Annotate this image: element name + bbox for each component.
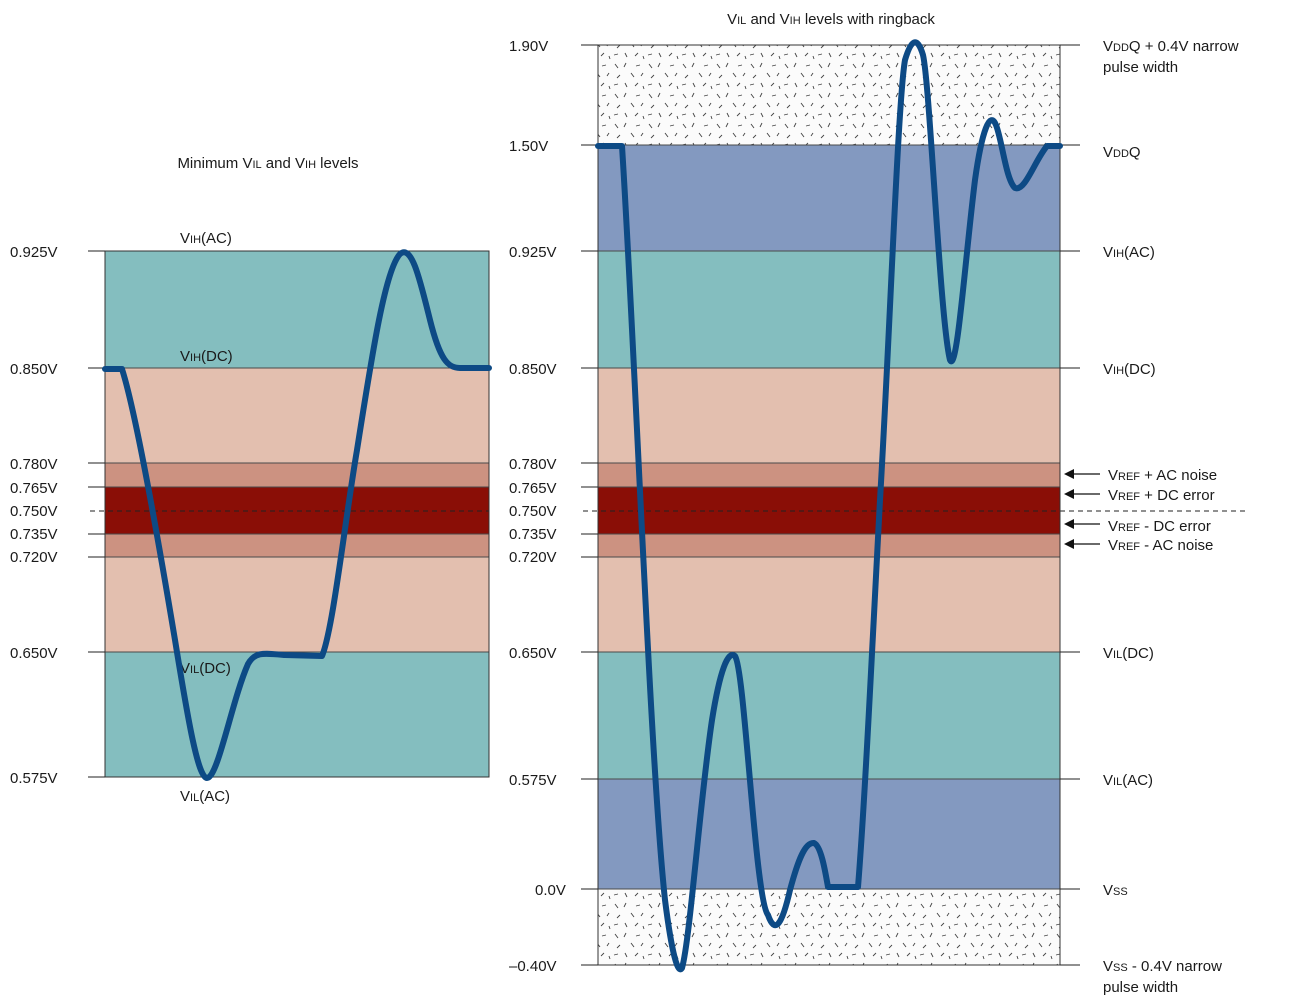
right-axis-labels: 1.90V 1.50V 0.925V 0.850V 0.780V 0.765V … <box>509 38 566 975</box>
right-label-vddq-narrow-line2: pulse width <box>1103 59 1178 76</box>
vref-arrows <box>1064 469 1100 549</box>
right-label-vref-ac-plus: VREF + AC noise <box>1108 467 1217 484</box>
right-band-vih-ac <box>598 251 1060 368</box>
right-label-vil-ac: VIL(AC) <box>1103 772 1153 789</box>
left-label-vil-ac: VIL(AC) <box>180 788 230 805</box>
left-axis-ticks <box>88 250 105 778</box>
left-band-lower-salmon <box>105 534 489 557</box>
right-label-vih-dc: VIH(DC) <box>1103 361 1156 378</box>
left-panel-frame <box>104 250 490 778</box>
left-label-0575: 0.575V <box>10 770 58 787</box>
right-band-vss <box>598 779 1060 889</box>
right-label-0765: 0.765V <box>509 480 557 497</box>
right-panel-title: VIL and VIH levels with ringback <box>727 11 935 28</box>
left-band-vih-ac <box>105 251 489 368</box>
left-axis-labels: 0.925V 0.850V 0.780V 0.765V 0.750V 0.735… <box>10 244 58 787</box>
left-waveform <box>102 249 492 781</box>
right-label-vil-dc: VIL(DC) <box>1103 645 1154 662</box>
right-level-labels: VDDQ + 0.4V narrow pulse width VDDQ VIH(… <box>1103 38 1239 996</box>
right-band-vddq <box>598 145 1060 251</box>
right-label-0750: 0.750V <box>509 503 557 520</box>
left-label-0780: 0.780V <box>10 456 58 473</box>
right-panel: VIL and VIH levels with ringback <box>509 11 1245 996</box>
right-label-neg040: –0.40V <box>509 958 557 975</box>
right-band-vil-ac <box>598 652 1060 779</box>
right-band-lower-salmon <box>598 534 1060 557</box>
right-band-overshoot-texture <box>598 45 1060 145</box>
right-label-000: 0.0V <box>535 882 566 899</box>
left-label-0850: 0.850V <box>10 361 58 378</box>
right-label-0780: 0.780V <box>509 456 557 473</box>
right-label-vref-ac-minus: VREF - AC noise <box>1108 537 1213 554</box>
left-level-labels: VIH(AC) VIH(DC) VIL(DC) VIL(AC) <box>180 230 233 805</box>
left-band-upper-salmon <box>105 463 489 487</box>
left-label-vil-dc: VIL(DC) <box>180 660 231 677</box>
right-label-150: 1.50V <box>509 138 548 155</box>
right-label-0850: 0.850V <box>509 361 557 378</box>
right-panel-frame <box>597 44 1061 966</box>
right-label-0735: 0.735V <box>509 526 557 543</box>
right-band-upper-peach <box>598 368 1060 463</box>
right-label-0925: 0.925V <box>509 244 557 261</box>
right-label-0720: 0.720V <box>509 549 557 566</box>
right-label-190: 1.90V <box>509 38 548 55</box>
right-label-vss-narrow-line2: pulse width <box>1103 979 1178 996</box>
right-band-lower-peach <box>598 557 1060 652</box>
right-band-upper-salmon <box>598 463 1060 487</box>
right-axis-ticks <box>581 44 1080 966</box>
left-label-0650: 0.650V <box>10 645 58 662</box>
right-label-vss-narrow: VSS - 0.4V narrow <box>1103 958 1222 975</box>
left-label-0720: 0.720V <box>10 549 58 566</box>
right-label-vih-ac: VIH(AC) <box>1103 244 1155 261</box>
right-label-vref-dc-minus: VREF - DC error <box>1108 518 1211 535</box>
right-label-0650: 0.650V <box>509 645 557 662</box>
left-band-separators <box>105 367 489 653</box>
left-label-0750: 0.750V <box>10 503 58 520</box>
left-band-vil-ac <box>105 652 489 777</box>
left-panel-title: Minimum VIL and VIH levels <box>177 155 358 172</box>
left-label-0925: 0.925V <box>10 244 58 261</box>
right-waveform <box>595 39 1063 973</box>
left-label-0735: 0.735V <box>10 526 58 543</box>
right-label-vddq-narrow: VDDQ + 0.4V narrow <box>1103 38 1239 55</box>
left-label-vih-ac: VIH(AC) <box>180 230 232 247</box>
left-band-upper-peach <box>105 368 489 463</box>
left-panel: Minimum VIL and VIH levels <box>10 155 492 805</box>
right-label-vref-dc-plus: VREF + DC error <box>1108 487 1215 504</box>
right-label-vddq: VDDQ <box>1103 144 1141 161</box>
left-label-vih-dc: VIH(DC) <box>180 348 233 365</box>
left-label-0765: 0.765V <box>10 480 58 497</box>
right-label-vss: VSS <box>1103 882 1128 899</box>
right-label-0575: 0.575V <box>509 772 557 789</box>
